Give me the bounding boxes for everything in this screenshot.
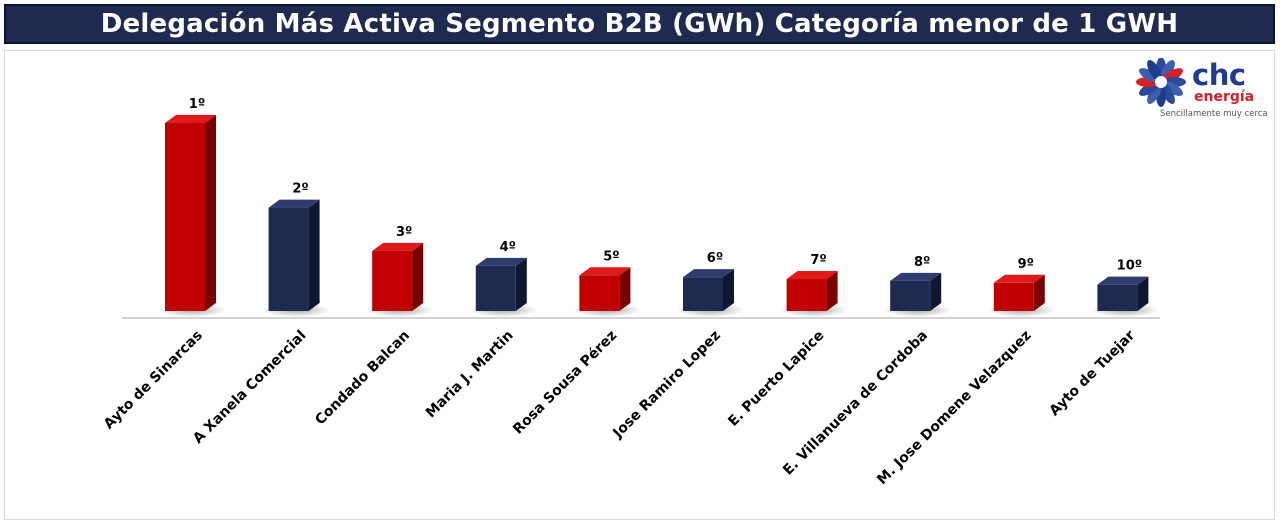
category-label: Maria J. Martin (423, 328, 517, 422)
rank-label: 4º (500, 240, 516, 255)
bar-side (1033, 274, 1045, 311)
bar (676, 269, 745, 317)
bar (469, 257, 538, 317)
bar-side (308, 199, 320, 311)
rank-label: 8º (914, 255, 930, 270)
bar-top (579, 267, 631, 276)
bar-top (683, 269, 734, 278)
bar (987, 274, 1056, 317)
bar-front (786, 279, 827, 311)
bar-side (1137, 276, 1149, 311)
bars-group (158, 115, 1159, 317)
rank-label: 3º (396, 225, 412, 240)
bar-front (1097, 284, 1138, 311)
bar (365, 242, 434, 317)
rank-label: 2º (292, 182, 308, 197)
category-label: Rosa Sousa Pérez (510, 328, 620, 438)
bar-side (723, 269, 734, 311)
rank-label: 5º (603, 249, 619, 264)
bar-side (412, 242, 424, 311)
bar-front (268, 207, 309, 311)
bar-top (268, 199, 320, 208)
title-bar: Delegación Más Activa Segmento B2B (GWh)… (4, 4, 1275, 44)
rank-label: 10º (1117, 259, 1142, 274)
bar-top (372, 242, 424, 251)
bar-top (786, 271, 838, 280)
bar (158, 115, 227, 317)
category-label: A Xanela Comercial (190, 328, 309, 447)
flower-icon (1136, 58, 1186, 107)
rank-label: 7º (810, 253, 826, 268)
logo-sub-text: energía (1194, 89, 1255, 105)
rank-label: 9º (1018, 257, 1034, 272)
bar (262, 199, 331, 317)
bar (572, 267, 641, 317)
bar-front (372, 250, 413, 311)
bar-front (993, 282, 1034, 311)
bar (780, 271, 849, 317)
bar-front (890, 280, 931, 311)
chart-title: Delegación Más Activa Segmento B2B (GWh)… (100, 9, 1179, 39)
bar-side (205, 115, 216, 311)
bar (883, 272, 952, 317)
chc-logo: chc energía Sencillamente muy cerca (1130, 58, 1270, 124)
bar-side (619, 267, 631, 311)
bar-top (1097, 276, 1149, 285)
bar-side (515, 257, 527, 311)
rank-label: 1º (189, 97, 205, 112)
rank-label: 6º (707, 251, 723, 266)
bar-top (993, 274, 1045, 283)
bar-top (475, 257, 527, 266)
rank-labels-group: 1º 2º 3º 4º 5º 6º 7º 8º 9º 10º (189, 97, 1142, 274)
category-label: Ayto de Sinarcas (101, 328, 206, 433)
bar-front (683, 277, 723, 311)
category-label: Ayto de Tuejar (1047, 327, 1139, 419)
bar-front (165, 123, 205, 311)
logo-brand-text: chc (1192, 58, 1246, 92)
logo-tagline: Sencillamente muy cerca (1160, 109, 1268, 119)
bar-side (930, 272, 942, 311)
category-label: Condado Balcan (312, 328, 413, 429)
bar-top (165, 115, 216, 123)
bar (1090, 276, 1159, 317)
bar-side (826, 271, 838, 311)
category-label: Jose Ramiro Lopez (609, 328, 723, 442)
category-label: E. Puerto Lapice (725, 328, 827, 430)
bar-front (579, 275, 620, 311)
bar-top (890, 272, 942, 281)
bar-front (475, 265, 516, 311)
